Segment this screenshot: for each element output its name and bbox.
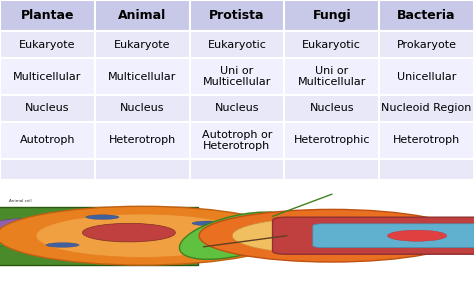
Text: Heterotroph: Heterotroph <box>393 135 460 146</box>
Text: Multicellular: Multicellular <box>108 72 176 81</box>
Text: Nucleoid Region: Nucleoid Region <box>382 104 472 113</box>
FancyBboxPatch shape <box>95 122 190 159</box>
Ellipse shape <box>86 215 119 219</box>
Ellipse shape <box>54 233 120 245</box>
Text: Uni or
Multicellular: Uni or Multicellular <box>203 66 271 87</box>
Text: Eukaryotic: Eukaryotic <box>208 40 266 49</box>
FancyBboxPatch shape <box>284 58 379 95</box>
Ellipse shape <box>387 230 447 241</box>
FancyBboxPatch shape <box>190 159 284 180</box>
Text: Eukaryotic: Eukaryotic <box>302 40 361 49</box>
FancyBboxPatch shape <box>190 0 284 31</box>
Ellipse shape <box>46 243 79 247</box>
Text: Protista: Protista <box>209 9 265 22</box>
Ellipse shape <box>51 217 97 223</box>
Ellipse shape <box>199 210 465 262</box>
Text: Plantae: Plantae <box>21 9 74 22</box>
FancyBboxPatch shape <box>0 0 95 31</box>
FancyBboxPatch shape <box>95 31 190 58</box>
FancyBboxPatch shape <box>379 58 474 95</box>
Ellipse shape <box>292 228 372 244</box>
FancyBboxPatch shape <box>190 122 284 159</box>
FancyBboxPatch shape <box>190 31 284 58</box>
Ellipse shape <box>192 221 225 226</box>
Ellipse shape <box>205 239 238 244</box>
Ellipse shape <box>77 239 124 245</box>
FancyBboxPatch shape <box>284 0 379 31</box>
FancyBboxPatch shape <box>190 58 284 95</box>
FancyBboxPatch shape <box>379 159 474 180</box>
Ellipse shape <box>82 223 175 242</box>
FancyBboxPatch shape <box>379 122 474 159</box>
FancyBboxPatch shape <box>190 95 284 122</box>
Text: Fungi: Fungi <box>312 9 351 22</box>
Text: Nucleus: Nucleus <box>120 104 164 113</box>
FancyBboxPatch shape <box>0 31 95 58</box>
FancyBboxPatch shape <box>284 95 379 122</box>
Text: Unicellular: Unicellular <box>397 72 456 81</box>
Ellipse shape <box>0 219 54 240</box>
FancyBboxPatch shape <box>0 122 95 159</box>
FancyBboxPatch shape <box>284 31 379 58</box>
FancyBboxPatch shape <box>0 159 95 180</box>
FancyBboxPatch shape <box>0 207 198 265</box>
Ellipse shape <box>0 206 288 265</box>
Text: Autotroph or
Heterotroph: Autotroph or Heterotroph <box>202 129 272 151</box>
Text: Animal: Animal <box>118 9 166 22</box>
Text: Uni or
Multicellular: Uni or Multicellular <box>298 66 366 87</box>
FancyBboxPatch shape <box>95 95 190 122</box>
Ellipse shape <box>232 217 431 254</box>
Ellipse shape <box>213 234 249 243</box>
FancyBboxPatch shape <box>95 58 190 95</box>
FancyBboxPatch shape <box>313 224 474 248</box>
Text: Bacteria: Bacteria <box>397 9 456 22</box>
FancyBboxPatch shape <box>379 31 474 58</box>
FancyBboxPatch shape <box>95 0 190 31</box>
Text: Nucleus: Nucleus <box>310 104 354 113</box>
Ellipse shape <box>0 242 4 248</box>
Text: Animal cell: Animal cell <box>9 199 32 203</box>
FancyBboxPatch shape <box>379 95 474 122</box>
Text: Eukaryote: Eukaryote <box>114 40 171 49</box>
FancyBboxPatch shape <box>95 159 190 180</box>
FancyBboxPatch shape <box>379 0 474 31</box>
Text: Heterotroph: Heterotroph <box>109 135 176 146</box>
FancyBboxPatch shape <box>0 95 95 122</box>
Text: Nucleus: Nucleus <box>215 104 259 113</box>
Text: Multicellular: Multicellular <box>13 72 82 81</box>
Ellipse shape <box>180 212 294 259</box>
Text: Eukaryote: Eukaryote <box>19 40 76 49</box>
FancyBboxPatch shape <box>284 159 379 180</box>
FancyBboxPatch shape <box>284 122 379 159</box>
FancyBboxPatch shape <box>273 217 474 254</box>
Text: Prokaryote: Prokaryote <box>397 40 456 49</box>
Ellipse shape <box>36 214 248 257</box>
Ellipse shape <box>0 217 127 248</box>
Text: Autotroph: Autotroph <box>19 135 75 146</box>
FancyBboxPatch shape <box>0 58 95 95</box>
Text: Heterotrophic: Heterotrophic <box>293 135 370 146</box>
Text: Nucleus: Nucleus <box>25 104 70 113</box>
